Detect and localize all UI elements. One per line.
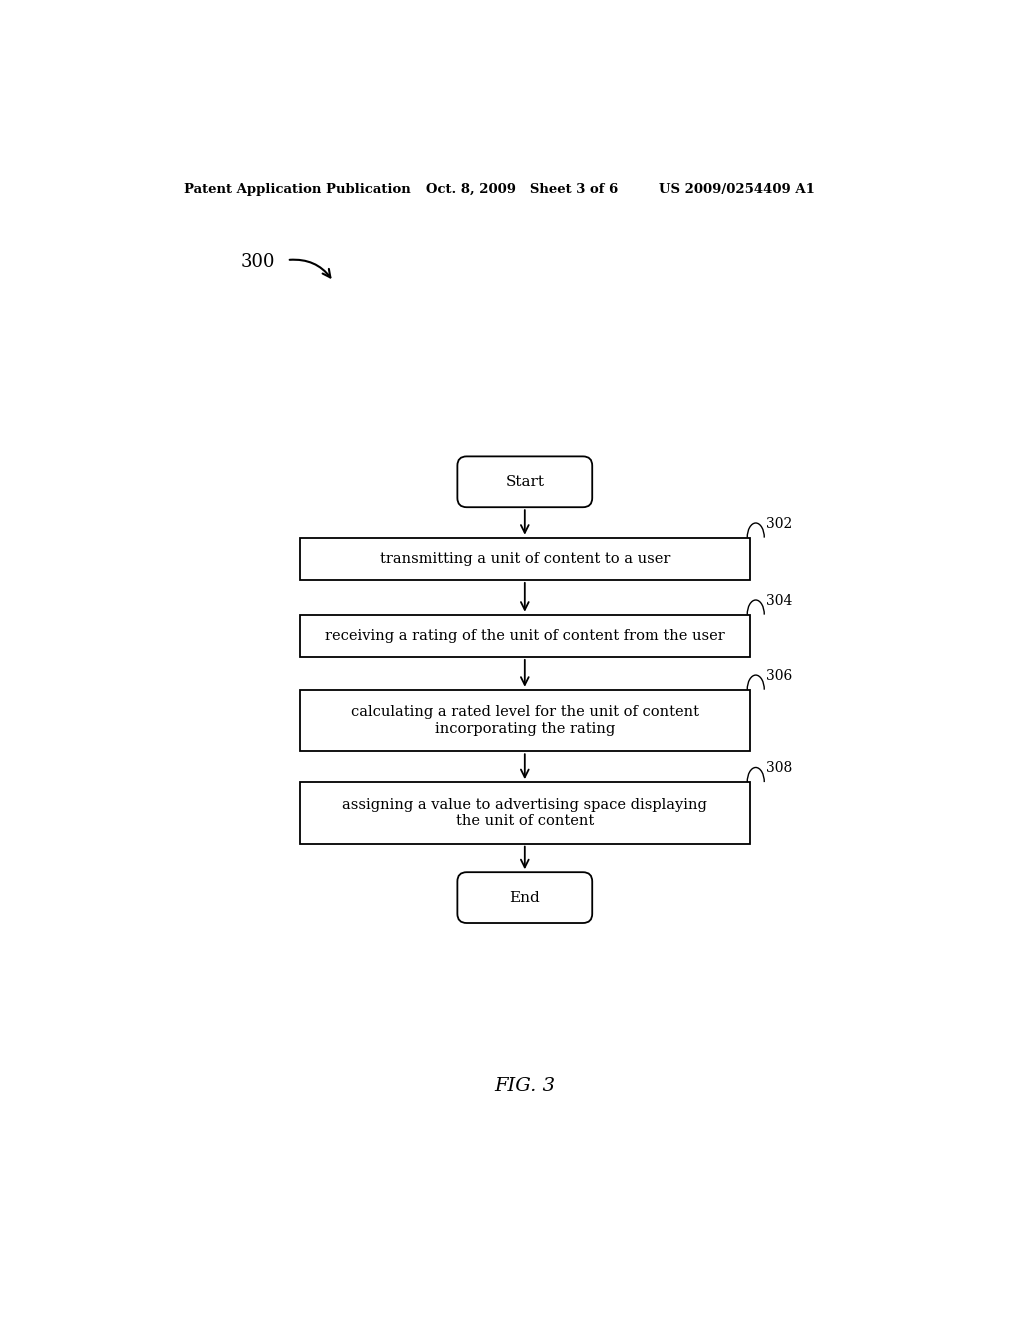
Text: 308: 308	[766, 762, 793, 775]
Text: 306: 306	[766, 669, 793, 682]
Text: assigning a value to advertising space displaying
the unit of content: assigning a value to advertising space d…	[342, 797, 708, 828]
Text: Patent Application Publication: Patent Application Publication	[183, 182, 411, 195]
Text: 302: 302	[766, 516, 793, 531]
Text: FIG. 3: FIG. 3	[495, 1077, 555, 1096]
Text: 300: 300	[241, 253, 274, 272]
Text: transmitting a unit of content to a user: transmitting a unit of content to a user	[380, 552, 670, 566]
Text: US 2009/0254409 A1: US 2009/0254409 A1	[658, 182, 815, 195]
Text: calculating a rated level for the unit of content
incorporating the rating: calculating a rated level for the unit o…	[351, 705, 698, 735]
Text: receiving a rating of the unit of content from the user: receiving a rating of the unit of conten…	[325, 628, 725, 643]
Text: Oct. 8, 2009   Sheet 3 of 6: Oct. 8, 2009 Sheet 3 of 6	[426, 182, 618, 195]
Text: End: End	[509, 891, 541, 904]
Text: Start: Start	[505, 475, 545, 488]
Text: 304: 304	[766, 594, 793, 607]
